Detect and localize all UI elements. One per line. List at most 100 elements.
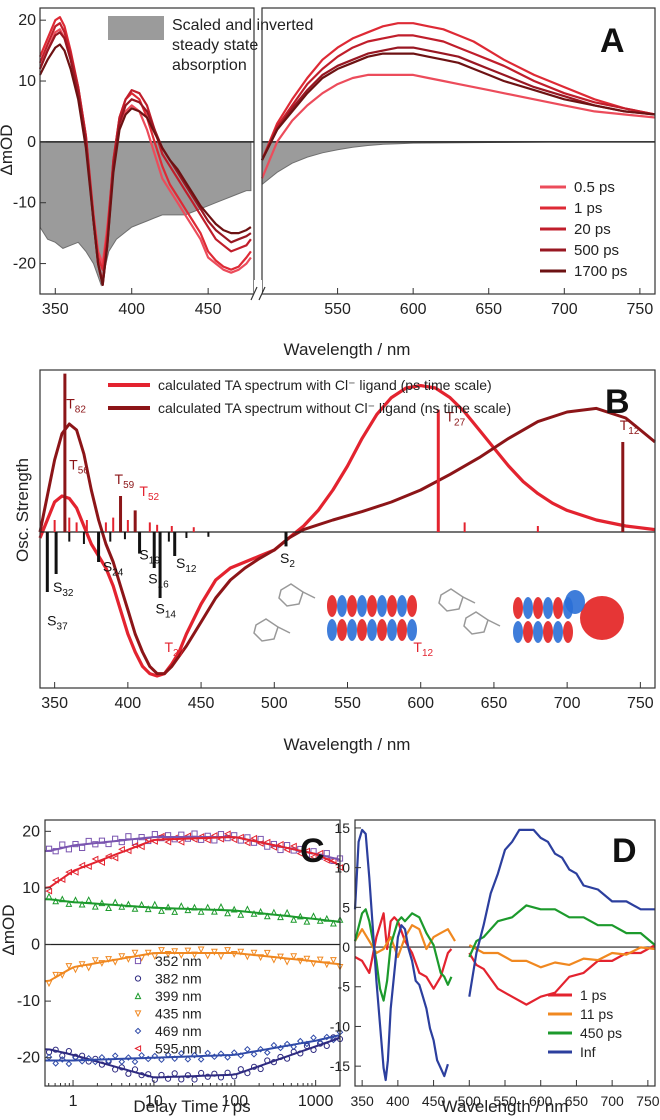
- panel-c-point-1: [184, 1072, 192, 1079]
- panel-d-ytick-label: 5: [342, 899, 350, 915]
- panel-c-point-5: [177, 838, 185, 846]
- panel-b-orbital-lobe: [377, 619, 387, 641]
- panel-c-point-3: [217, 953, 225, 961]
- panel-c-point-4: [52, 1060, 60, 1067]
- panel-a-steady-legend-line3: absorption: [172, 57, 247, 74]
- panel-c-point-1: [191, 1076, 198, 1083]
- panel-b-stick-label-S16: S16: [148, 571, 169, 591]
- panel-b-stick-label-S32: S32: [53, 579, 74, 599]
- panel-c-point-2: [290, 915, 298, 923]
- panel-c-point-2: [164, 903, 172, 911]
- panel-b: T82 T56 T59 T52 T27 T12 S32 S37 S24 S19 S16 S14 S12 S…: [13, 369, 656, 754]
- panel-c-point-2: [230, 905, 238, 913]
- panel-c-point-2: [52, 897, 60, 905]
- panel-c-point-0: [217, 831, 225, 838]
- panel-d-label: D: [612, 832, 637, 870]
- panel-c-legend-marker-3: [134, 1010, 142, 1018]
- panel-c-point-3: [197, 946, 205, 954]
- panel-c-point-2: [237, 910, 245, 918]
- panel-c-point-4: [263, 1049, 271, 1056]
- panel-a-series-1-right: [260, 22, 656, 161]
- panel-b-orbital-lobe: [565, 590, 585, 614]
- panel-a-legend-label-4: 1700 ps: [574, 263, 627, 280]
- panel-a-legend-label-2: 20 ps: [574, 221, 611, 238]
- panel-c-point-2: [85, 896, 93, 903]
- panel-c-ytick-label: 20: [22, 823, 40, 840]
- panel-a-series-2-left: [38, 22, 252, 283]
- panel-b-orbital-lobe: [357, 595, 367, 617]
- panel-a-steady-legend-line2: steady state: [172, 37, 258, 54]
- panel-b-ligand-bond: [277, 626, 291, 634]
- panel-c-point-3: [296, 957, 304, 965]
- panel-c-point-5: [223, 830, 231, 838]
- panel-b-xtick-label: 400: [115, 695, 142, 712]
- panel-c-point-4: [224, 1054, 231, 1061]
- panel-d-xtick-label: 700: [600, 1093, 624, 1109]
- panel-b-orbital-lobe: [327, 595, 337, 617]
- panel-d-ytick-label: 0: [342, 939, 350, 955]
- panel-a-steady-state: [39, 141, 655, 287]
- panel-a-label: A: [600, 22, 625, 60]
- panel-b-stick-label-S14: S14: [156, 601, 177, 621]
- panel-a-axis-break: [250, 280, 266, 302]
- panel-d-series-2-left: [353, 908, 453, 1002]
- panel-c-xtick-label: 10: [145, 1093, 163, 1110]
- panel-b-legend: calculated TA spectrum with Cl⁻ ligand (…: [108, 377, 511, 416]
- panel-c-ytick-label: -10: [17, 993, 40, 1010]
- panel-b-xtick-label: 750: [627, 695, 654, 712]
- panel-c-point-2: [105, 904, 113, 911]
- panel-a-ytick-label: -20: [13, 256, 36, 273]
- panel-b-ligand: [278, 583, 304, 607]
- panel-c-fit-5: [44, 836, 341, 889]
- panel-a: 350 400 450 550 600 650 700 750 20 10 0 -10 -20 Scal…: [0, 7, 656, 359]
- panel-c-point-3: [290, 953, 298, 961]
- panel-b-stick-label-S19: S19: [139, 547, 160, 567]
- panel-c-point-2: [91, 902, 99, 910]
- panel-c-legend-label-2: 399 nm: [155, 988, 202, 1004]
- panel-c-point-3: [52, 971, 60, 979]
- panel-d-ytick-label: -10: [330, 1018, 350, 1034]
- panel-c-fit-2: [44, 898, 341, 923]
- panel-c-point-3: [118, 953, 126, 961]
- panel-c-point-4: [184, 1055, 192, 1063]
- panel-c-point-4: [323, 1033, 331, 1041]
- panel-b-orbital-lobe: [513, 597, 523, 619]
- panel-b-orbital-lobe: [533, 621, 543, 643]
- panel-c-point-5: [309, 853, 317, 861]
- panel-c-point-5: [45, 887, 53, 895]
- panel-c-point-3: [91, 957, 99, 965]
- panel-b-xtick-label: 350: [41, 695, 68, 712]
- panel-d-legend: 1 ps 11 ps 450 ps Inf: [548, 987, 622, 1060]
- panel-c-point-5: [250, 834, 258, 842]
- panel-c-point-2: [184, 906, 192, 914]
- panel-a-frame-right: [261, 7, 656, 295]
- panel-c-point-5: [243, 839, 251, 847]
- panel-c-point-2: [224, 909, 232, 917]
- panel-c-legend-label-3: 435 nm: [155, 1006, 202, 1022]
- panel-d-series-0-right: [468, 944, 656, 1006]
- panel-c-point-3: [283, 958, 291, 966]
- panel-b-orbital-lobe: [407, 619, 417, 641]
- panel-c-ytick-label: -20: [17, 1050, 40, 1067]
- panel-d-ytick-label: 10: [334, 860, 350, 876]
- panel-a-xtick-label: 600: [400, 301, 427, 318]
- panel-c-point-3: [131, 949, 139, 957]
- panel-c-point-5: [98, 859, 105, 867]
- panel-c-point-4: [158, 1056, 165, 1064]
- panel-c-point-2: [217, 902, 225, 910]
- panel-a-legend-label-1: 1 ps: [574, 200, 602, 217]
- panel-a-legend-label-0: 0.5 ps: [574, 179, 615, 196]
- panel-c-point-5: [230, 836, 238, 844]
- panel-a-steady-legend: Scaled and inverted steady state absorpt…: [108, 16, 313, 74]
- panel-a-series-3-left: [38, 31, 252, 286]
- panel-b-orbital-lobe: [377, 595, 387, 617]
- panel-c-point-3: [85, 964, 93, 972]
- panel-c-point-3: [303, 955, 311, 963]
- panel-b-orbital-lobe: [357, 619, 367, 641]
- panel-c-legend-marker-5: [134, 1045, 142, 1052]
- panel-c-point-3: [263, 949, 271, 957]
- panel-c-ytick-label: 10: [22, 880, 40, 897]
- panel-c-fits: [44, 836, 341, 1079]
- panel-c-point-4: [244, 1045, 251, 1053]
- panel-d-series-1-left: [354, 924, 456, 959]
